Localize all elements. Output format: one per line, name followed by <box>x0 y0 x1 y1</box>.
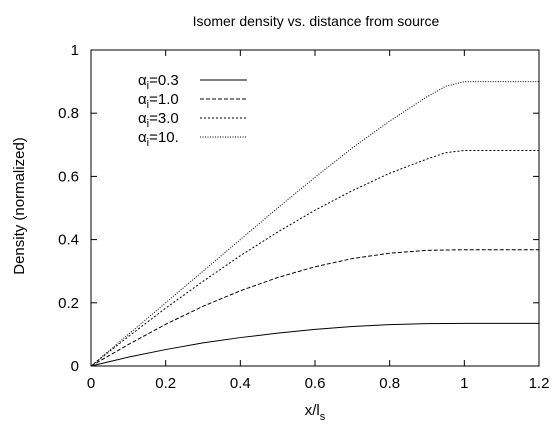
x-tick-label: 1 <box>460 375 468 392</box>
legend-label-1: αi=0.3 <box>138 72 179 92</box>
series-line-2 <box>90 249 539 367</box>
x-tick-label: 0.2 <box>155 375 176 392</box>
x-tick-label: 1.2 <box>529 375 550 392</box>
plot-axes: 0 0.2 0.4 0.6 0.8 1 1.2 0 0.2 0.4 0.6 0.8 1 <box>58 42 549 392</box>
series-line-4 <box>90 81 539 367</box>
y-tick-label: 0.4 <box>58 232 79 249</box>
legend-label-4: αi=10. <box>138 129 179 149</box>
series-line-3 <box>90 149 539 367</box>
x-axis-label: x/ls <box>305 402 326 423</box>
plot-series <box>90 81 539 367</box>
chart-legend: αi=0.3αi=1.0αi=3.0αi=10. <box>138 72 247 149</box>
y-tick-label: 0 <box>71 358 79 375</box>
y-axis-label: Density (normalized) <box>11 137 28 275</box>
legend-label-3: αi=3.0 <box>138 110 179 130</box>
y-tick-label: 0.8 <box>58 105 79 122</box>
y-tick-label: 0.2 <box>58 295 79 312</box>
chart-title: Isomer density vs. distance from source <box>193 13 440 29</box>
series-line-1 <box>90 322 539 367</box>
y-tick-label: 0.6 <box>58 168 79 185</box>
legend-label-2: αi=1.0 <box>138 91 179 111</box>
x-tick-label: 0.6 <box>305 375 326 392</box>
x-tick-label: 0.8 <box>379 375 400 392</box>
x-tick-label: 0 <box>87 375 95 392</box>
y-tick-label: 1 <box>71 42 79 59</box>
x-tick-label: 0.4 <box>230 375 251 392</box>
